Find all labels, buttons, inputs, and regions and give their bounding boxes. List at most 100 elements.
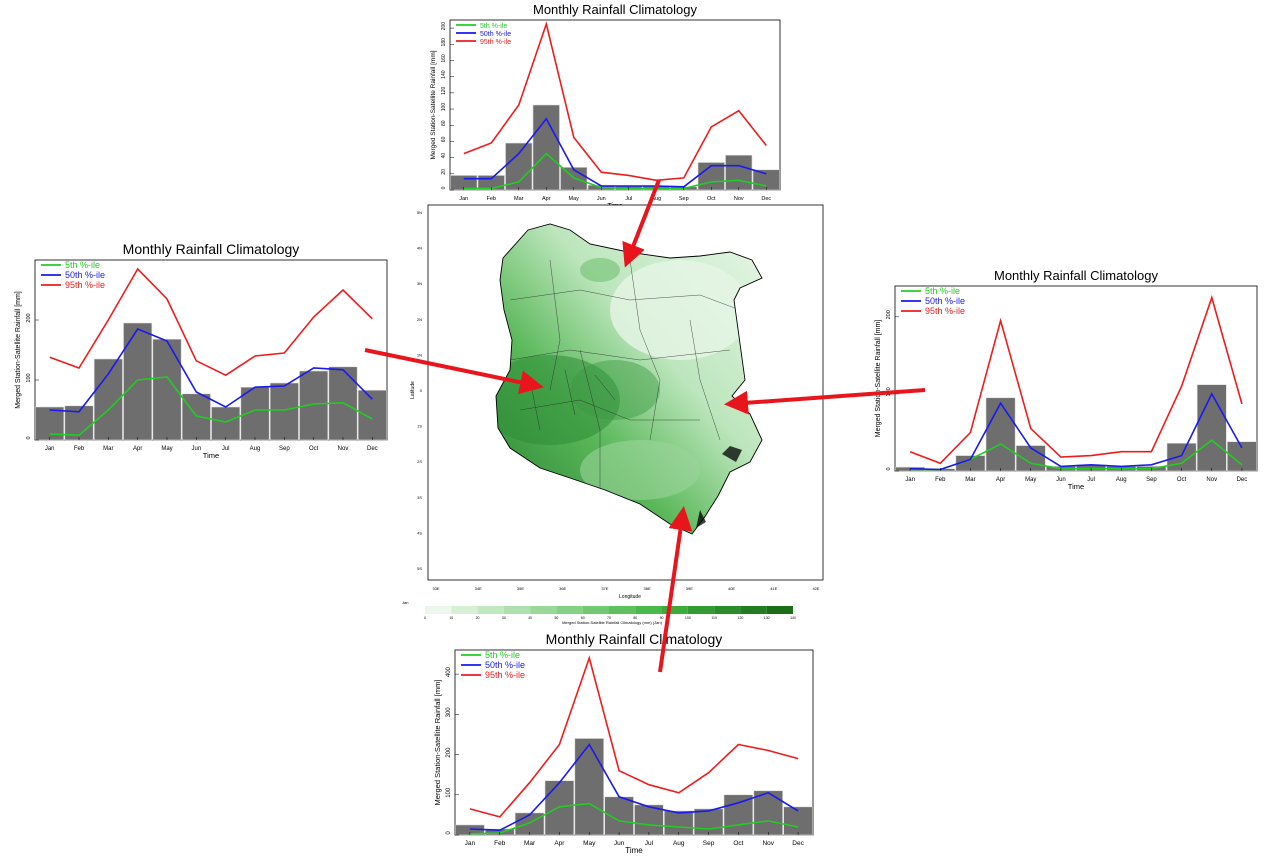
map-x-tick-label: 37E — [601, 586, 608, 591]
legend-entry: 5th %-ile — [480, 23, 507, 30]
map-xlabel: Longitude — [619, 594, 641, 600]
x-tick-label: Feb — [494, 840, 506, 847]
colorbar-tick-label: 40 — [528, 616, 532, 620]
bar-may — [574, 738, 604, 836]
line-p50 — [49, 328, 373, 413]
map-y-tick-label: 4S — [417, 530, 422, 535]
map-x-tick-label: 36E — [559, 586, 566, 591]
x-tick-label: Mar — [103, 446, 113, 452]
legend-entry: 50th %-ile — [480, 31, 511, 38]
x-tick-label: Apr — [133, 446, 142, 452]
x-tick-label: Apr — [554, 840, 565, 847]
x-tick-label: Dec — [367, 446, 378, 452]
line-p95 — [909, 294, 1243, 465]
x-tick-label: May — [1025, 477, 1036, 483]
bar-may — [1015, 445, 1046, 472]
x-tick-label: May — [583, 840, 596, 847]
plot-frame — [449, 19, 781, 191]
map-y-tick-label: 3S — [417, 495, 422, 500]
colorbar-cell — [661, 606, 688, 614]
bar-sep — [693, 808, 724, 836]
y-tick-label: 0 — [886, 467, 892, 470]
plot-frame — [454, 649, 814, 836]
map-x-tick-label: 42E — [812, 586, 819, 591]
y-tick-label: 100 — [26, 373, 32, 382]
bar-mar — [514, 812, 545, 836]
plot-frame — [894, 285, 1258, 472]
legend-entry: 95th %-ile — [65, 280, 105, 290]
legend-entry: 50th %-ile — [485, 660, 525, 670]
x-tick-label: Jan — [465, 840, 476, 847]
chart-bottom: Monthly Rainfall Climatology Jan Feb Mar Apr… — [433, 631, 814, 855]
colorbar-tick-label: 140 — [790, 616, 796, 620]
line-p50 — [469, 743, 799, 832]
y-tick-label: 60 — [441, 136, 447, 142]
bar-dec — [752, 169, 780, 191]
bar-dec — [357, 389, 387, 441]
x-tick-label: Oct — [1177, 477, 1187, 483]
y-tick-label: 300 — [446, 707, 452, 718]
map-y-tick-label: 4N — [417, 246, 422, 251]
x-tick-label: Mar — [965, 477, 975, 483]
bar-jun — [181, 393, 211, 441]
x-tick-label: Dec — [792, 840, 804, 847]
colorbar-tick-label: 20 — [476, 616, 480, 620]
bar-apr — [544, 780, 575, 836]
x-tick-label: Jun — [597, 196, 606, 202]
legend-entry: 50th %-ile — [65, 270, 105, 280]
colorbar-tick-label: 0 — [424, 616, 426, 620]
colorbar-tick-label: 130 — [764, 616, 770, 620]
x-tick-label: Sep — [1146, 477, 1157, 483]
chart-right: Monthly Rainfall Climatology Jan Feb Mar Apr… — [875, 268, 1258, 491]
chart-title: Monthly Rainfall Climatology — [533, 2, 698, 17]
y-axis-label: Merged Station-Satellite Rainfall [mm] — [433, 680, 442, 806]
y-tick-label: 80 — [441, 120, 447, 126]
map-y-tick-label: 5N — [417, 210, 422, 215]
y-tick-label: 20 — [441, 169, 447, 175]
bar-apr — [123, 322, 153, 441]
colorbar-cell — [714, 606, 741, 614]
lake-shore — [696, 510, 706, 528]
x-tick-label: Mar — [514, 196, 524, 202]
x-axis-label: Time — [1068, 482, 1084, 491]
line-p95 — [49, 267, 373, 377]
x-tick-label: May — [161, 446, 172, 452]
x-tick-label: Jan — [459, 196, 468, 202]
x-tick-label: Feb — [935, 477, 946, 483]
line-p50 — [910, 392, 1243, 471]
x-tick-label: Aug — [250, 446, 261, 452]
y-tick-label: 100 — [441, 103, 447, 112]
bar-oct — [723, 794, 754, 836]
x-tick-label: Feb — [487, 196, 496, 202]
line-p5 — [469, 802, 799, 835]
colorbar-cell — [503, 606, 531, 614]
x-tick-label: Dec — [761, 196, 771, 202]
map-y-tick-label: 2S — [417, 459, 422, 464]
x-tick-label: Jun — [1056, 477, 1066, 483]
bar-nov — [753, 790, 783, 836]
bar-nov — [1196, 384, 1227, 472]
colorbar-label: Merged Station-Satellite Rainfall Climat… — [562, 620, 662, 625]
x-tick-label: Mar — [524, 840, 536, 847]
x-tick-label: Oct — [733, 840, 743, 847]
colorbar-cell — [477, 606, 504, 614]
map-colorbar: Jan 0 10 20 30 40 50 60 70 80 90 100 110 120 130 140 M… — [402, 600, 796, 625]
map-y-tick-label: 2N — [417, 317, 422, 322]
y-tick-label: 120 — [441, 86, 447, 95]
map-x-tick-label: 39E — [686, 586, 693, 591]
y-tick-label: 100 — [886, 387, 892, 396]
coast-water — [722, 446, 742, 462]
colorbar-cell — [530, 606, 557, 614]
x-tick-label: Nov — [338, 446, 349, 452]
x-tick-label: Jan — [905, 477, 915, 483]
y-tick-label: 40 — [441, 153, 447, 159]
line-p5 — [49, 376, 373, 437]
bar-jun — [604, 796, 634, 836]
colorbar-tick-label: 60 — [581, 616, 585, 620]
colorbar-cell — [740, 606, 767, 614]
map-x-tick-label: 41E — [770, 586, 777, 591]
map-x-tick-label: 35E — [517, 586, 524, 591]
chart-title: Monthly Rainfall Climatology — [123, 241, 300, 257]
x-tick-label: Nov — [762, 840, 774, 847]
x-tick-label: Oct — [309, 446, 319, 452]
